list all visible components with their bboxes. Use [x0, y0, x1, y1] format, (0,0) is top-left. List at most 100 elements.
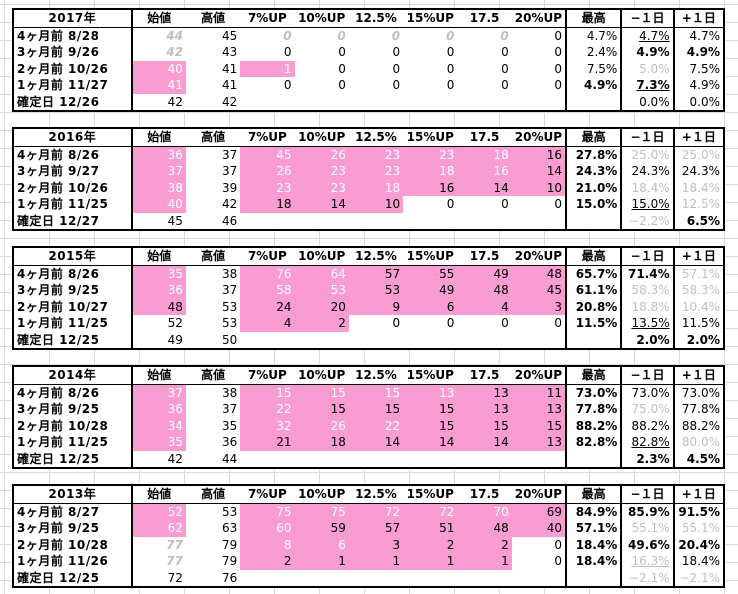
- table-cell[interactable]: 14: [403, 434, 458, 451]
- table-cell[interactable]: 24.3%: [565, 163, 622, 180]
- table-cell[interactable]: 4: [457, 298, 512, 315]
- column-header[interactable]: 最高: [565, 484, 622, 504]
- table-cell[interactable]: 8: [240, 536, 295, 553]
- table-cell[interactable]: 23: [294, 179, 349, 196]
- table-cell[interactable]: 45: [130, 212, 186, 231]
- table-cell[interactable]: 0: [283, 78, 292, 93]
- table-cell[interactable]: 77: [130, 553, 186, 570]
- year-label[interactable]: 2013年: [12, 484, 133, 504]
- table-cell[interactable]: [348, 93, 404, 112]
- table-cell[interactable]: 15: [348, 401, 404, 418]
- table-cell[interactable]: 0: [554, 28, 563, 43]
- column-header[interactable]: 17.5: [457, 484, 512, 504]
- table-cell[interactable]: [457, 212, 512, 231]
- table-cell[interactable]: [294, 450, 349, 469]
- table-cell[interactable]: 0.0%: [672, 93, 726, 112]
- table-cell[interactable]: 23: [403, 146, 458, 163]
- column-header[interactable]: 10%UP: [294, 8, 349, 28]
- table-cell[interactable]: 35: [221, 418, 238, 433]
- row-label[interactable]: 確定日 12/25: [12, 450, 133, 469]
- table-cell[interactable]: 36: [221, 435, 238, 450]
- table-cell[interactable]: 73.0%: [565, 384, 622, 401]
- table-cell[interactable]: 36: [130, 146, 186, 163]
- table-cell[interactable]: [457, 93, 512, 112]
- table-cell[interactable]: [348, 331, 404, 350]
- row-label[interactable]: 確定日 12/25: [12, 569, 133, 588]
- table-cell[interactable]: 38: [221, 266, 238, 281]
- table-cell[interactable]: 51: [403, 520, 458, 537]
- table-cell[interactable]: 9: [348, 298, 404, 315]
- table-cell[interactable]: 0: [446, 45, 455, 60]
- column-header[interactable]: 17.5: [457, 365, 512, 385]
- table-cell[interactable]: 0: [554, 537, 563, 552]
- table-cell[interactable]: 26: [240, 163, 295, 180]
- table-cell[interactable]: [348, 450, 404, 469]
- table-cell[interactable]: 20: [294, 298, 349, 315]
- column-header[interactable]: 17.5: [457, 8, 512, 28]
- table-cell[interactable]: 13: [511, 401, 567, 418]
- column-header[interactable]: 20%UP: [511, 365, 567, 385]
- column-header[interactable]: 7%UP: [240, 484, 295, 504]
- table-cell[interactable]: [403, 93, 458, 112]
- table-cell[interactable]: 18.4%: [565, 553, 622, 570]
- table-cell[interactable]: 36: [130, 282, 186, 299]
- table-cell[interactable]: 37: [130, 384, 186, 401]
- row-label[interactable]: 4ヶ月前 8/28: [12, 27, 133, 44]
- table-cell[interactable]: 79: [221, 554, 238, 569]
- column-header[interactable]: 10%UP: [294, 365, 349, 385]
- column-header[interactable]: 高値: [185, 127, 241, 147]
- table-cell[interactable]: 15: [294, 401, 349, 418]
- table-cell[interactable]: 53: [221, 504, 238, 519]
- table-cell[interactable]: 72: [403, 503, 458, 520]
- table-cell[interactable]: 4.9%: [672, 44, 726, 61]
- column-header[interactable]: 17.5: [457, 246, 512, 266]
- table-cell[interactable]: 13: [457, 384, 512, 401]
- column-header[interactable]: 始値: [130, 127, 186, 147]
- table-cell[interactable]: 37: [221, 402, 238, 417]
- table-cell[interactable]: 24: [240, 298, 295, 315]
- table-cell[interactable]: 71.4%: [620, 265, 674, 282]
- column-header[interactable]: 7%UP: [240, 8, 295, 28]
- column-header[interactable]: 12.5%: [348, 127, 404, 147]
- table-cell[interactable]: 45: [511, 282, 567, 299]
- table-cell[interactable]: 0: [501, 78, 509, 93]
- table-cell[interactable]: 45: [240, 146, 295, 163]
- column-header[interactable]: 始値: [130, 246, 186, 266]
- table-cell[interactable]: [403, 331, 458, 350]
- table-cell[interactable]: 52: [130, 503, 186, 520]
- table-cell[interactable]: 18.4%: [672, 553, 726, 570]
- table-cell[interactable]: 59: [294, 520, 349, 537]
- column-header[interactable]: 10%UP: [294, 246, 349, 266]
- table-cell[interactable]: [348, 569, 404, 588]
- table-cell[interactable]: 0: [338, 78, 346, 93]
- row-label[interactable]: 3ヶ月前 9/25: [12, 401, 133, 418]
- row-label[interactable]: 確定日 12/27: [12, 212, 133, 231]
- table-cell[interactable]: 0: [554, 61, 563, 76]
- table-cell[interactable]: 73.0%: [672, 384, 726, 401]
- table-cell[interactable]: 14: [348, 434, 404, 451]
- table-cell[interactable]: 48: [457, 520, 512, 537]
- table-cell[interactable]: 23: [294, 163, 349, 180]
- table-cell[interactable]: 4.7%: [620, 27, 674, 44]
- table-cell[interactable]: 0: [446, 28, 455, 43]
- table-cell[interactable]: 18: [348, 179, 404, 196]
- column-header[interactable]: 15%UP: [403, 365, 458, 385]
- table-cell[interactable]: 35: [130, 434, 186, 451]
- table-cell[interactable]: 11.5%: [565, 315, 622, 332]
- table-cell[interactable]: 1: [294, 553, 349, 570]
- table-cell[interactable]: 48: [130, 298, 186, 315]
- column-header[interactable]: 7%UP: [240, 365, 295, 385]
- column-header[interactable]: 20%UP: [511, 8, 567, 28]
- table-cell[interactable]: 75: [294, 503, 349, 520]
- table-cell[interactable]: 76: [185, 569, 241, 588]
- column-header[interactable]: −１日: [620, 127, 674, 147]
- table-cell[interactable]: 0: [446, 78, 455, 93]
- table-cell[interactable]: 37: [221, 164, 238, 179]
- table-cell[interactable]: 0: [554, 316, 563, 331]
- column-header[interactable]: +１日: [672, 127, 726, 147]
- table-cell[interactable]: 15: [240, 384, 295, 401]
- table-cell[interactable]: [511, 93, 567, 112]
- table-cell[interactable]: 0: [338, 61, 346, 76]
- table-cell[interactable]: −2.1%: [620, 569, 674, 588]
- column-header[interactable]: 12.5%: [348, 484, 404, 504]
